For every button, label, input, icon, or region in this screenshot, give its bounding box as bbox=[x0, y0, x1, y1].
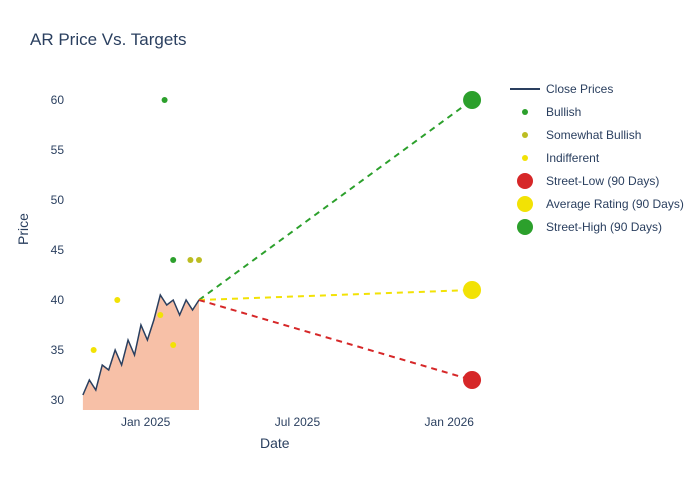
y-tick-label: 45 bbox=[51, 243, 64, 257]
somewhat-bullish-point bbox=[187, 257, 193, 263]
bullish-point bbox=[170, 257, 176, 263]
legend-item: Somewhat Bullish bbox=[510, 126, 684, 144]
target-low-line bbox=[199, 300, 472, 380]
target-high-marker bbox=[463, 91, 481, 109]
legend-swatch-dot bbox=[522, 109, 528, 115]
somewhat-bullish-point bbox=[196, 257, 202, 263]
chart-container: AR Price Vs. Targets Price Date 30354045… bbox=[0, 0, 700, 500]
legend-swatch-wrap bbox=[510, 155, 540, 161]
target-high-line bbox=[199, 100, 472, 300]
legend-swatch-wrap bbox=[510, 132, 540, 138]
legend-label: Street-Low (90 Days) bbox=[546, 174, 659, 188]
y-tick-label: 50 bbox=[51, 193, 64, 207]
target-avg-line bbox=[199, 290, 472, 300]
legend-swatch-wrap bbox=[510, 173, 540, 189]
legend-item: Street-Low (90 Days) bbox=[510, 172, 684, 190]
legend-item: Bullish bbox=[510, 103, 684, 121]
target-low-marker bbox=[463, 371, 481, 389]
chart-svg bbox=[0, 0, 700, 500]
legend: Close Prices Bullish Somewhat Bullish Indif… bbox=[510, 80, 684, 241]
legend-swatch-wrap bbox=[510, 196, 540, 212]
legend-swatch-dot bbox=[517, 196, 533, 212]
legend-swatch-line bbox=[510, 88, 540, 90]
x-tick-label: Jan 2026 bbox=[425, 415, 474, 429]
y-tick-label: 55 bbox=[51, 143, 64, 157]
legend-item: Indifferent bbox=[510, 149, 684, 167]
legend-swatch-wrap bbox=[510, 219, 540, 235]
legend-label: Average Rating (90 Days) bbox=[546, 197, 684, 211]
bullish-point bbox=[162, 97, 168, 103]
indifferent-point bbox=[170, 342, 176, 348]
legend-item: Street-High (90 Days) bbox=[510, 218, 684, 236]
legend-swatch-dot bbox=[517, 219, 533, 235]
y-tick-label: 60 bbox=[51, 93, 64, 107]
legend-label: Indifferent bbox=[546, 151, 599, 165]
target-avg-marker bbox=[463, 281, 481, 299]
legend-item: Average Rating (90 Days) bbox=[510, 195, 684, 213]
y-tick-label: 40 bbox=[51, 293, 64, 307]
legend-swatch-dot bbox=[522, 132, 528, 138]
indifferent-point bbox=[91, 347, 97, 353]
x-tick-label: Jul 2025 bbox=[275, 415, 320, 429]
y-tick-label: 30 bbox=[51, 393, 64, 407]
legend-swatch-wrap bbox=[510, 109, 540, 115]
indifferent-point bbox=[157, 312, 163, 318]
indifferent-point bbox=[114, 297, 120, 303]
legend-swatch-dot bbox=[522, 155, 528, 161]
legend-item: Close Prices bbox=[510, 80, 684, 98]
legend-swatch-dot bbox=[517, 173, 533, 189]
legend-label: Bullish bbox=[546, 105, 581, 119]
y-tick-label: 35 bbox=[51, 343, 64, 357]
x-tick-label: Jan 2025 bbox=[121, 415, 170, 429]
legend-label: Somewhat Bullish bbox=[546, 128, 641, 142]
legend-label: Street-High (90 Days) bbox=[546, 220, 662, 234]
legend-label: Close Prices bbox=[546, 82, 613, 96]
